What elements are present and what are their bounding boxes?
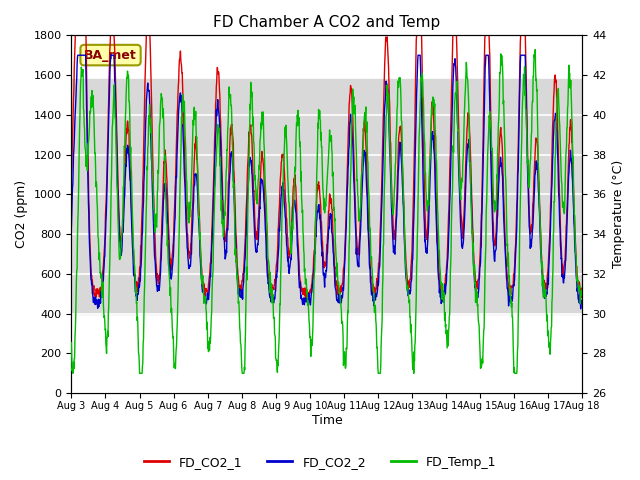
Title: FD Chamber A CO2 and Temp: FD Chamber A CO2 and Temp	[213, 15, 440, 30]
Legend: FD_CO2_1, FD_CO2_2, FD_Temp_1: FD_CO2_1, FD_CO2_2, FD_Temp_1	[139, 451, 501, 474]
Y-axis label: CO2 (ppm): CO2 (ppm)	[15, 180, 28, 248]
Y-axis label: Temperature (°C): Temperature (°C)	[612, 160, 625, 268]
X-axis label: Time: Time	[312, 414, 342, 427]
Text: BA_met: BA_met	[84, 48, 137, 61]
Bar	[72, 79, 582, 313]
